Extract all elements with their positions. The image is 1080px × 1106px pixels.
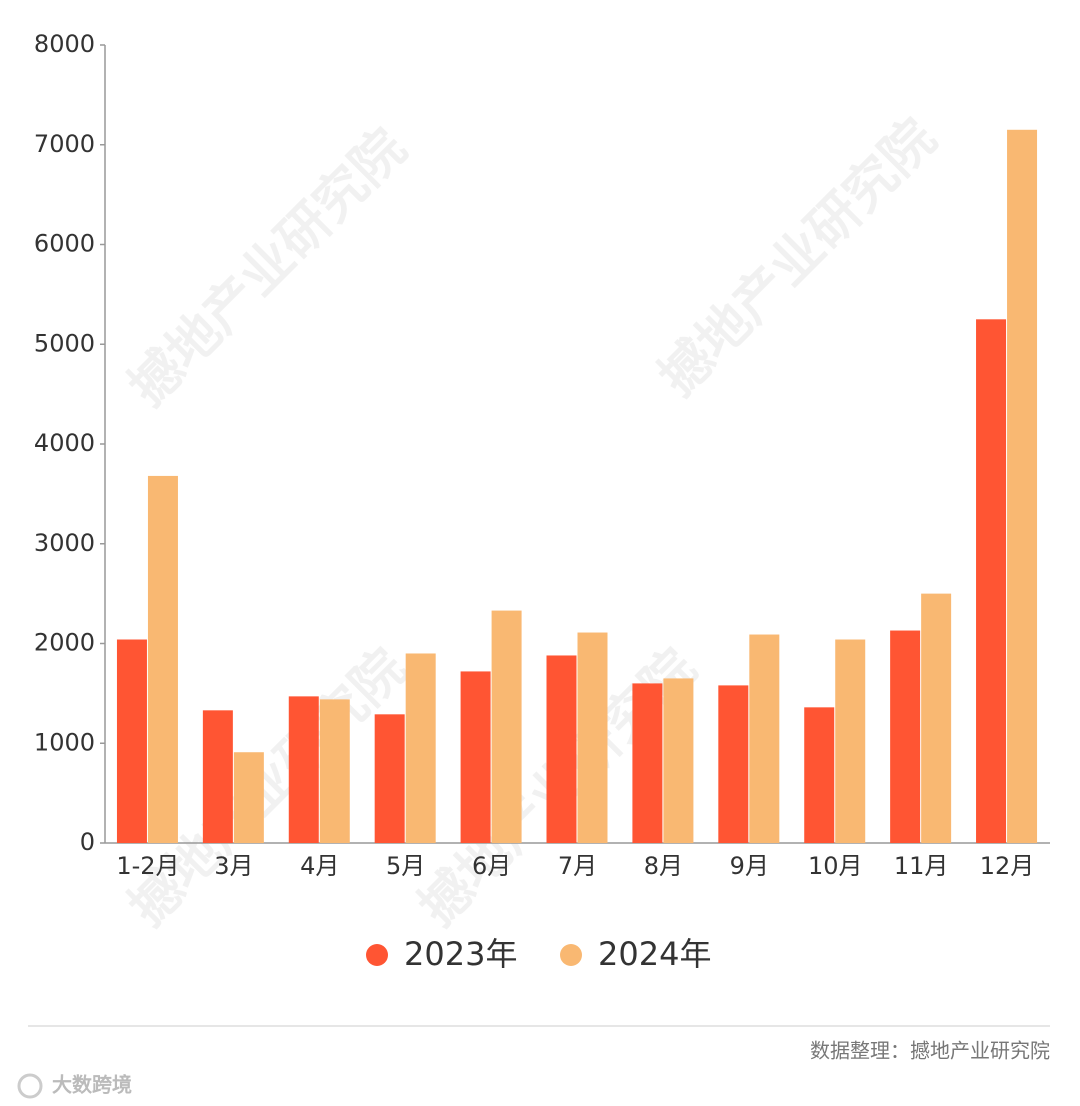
y-tick-label: 0 [80,828,95,856]
bar [319,699,350,843]
y-tick-label: 4000 [34,429,95,457]
source: 数据整理：撼地产业研究院 [810,1039,1050,1063]
y-tick-label: 6000 [34,230,95,258]
x-tick-label: 12月 [980,852,1035,880]
logo: 大数跨境 [52,1073,132,1097]
x-tick-label: 1-2月 [116,852,179,880]
bar [1007,129,1038,844]
bar [374,714,405,843]
y-tick-label: 8000 [34,30,95,58]
x-tick-label: 8月 [644,852,683,880]
bar [749,634,780,843]
bar [147,475,178,843]
x-tick-label: 4月 [300,852,339,880]
y-tick-label: 3000 [34,529,95,557]
bar [921,593,952,843]
logo-icon [17,1073,43,1099]
x-tick-label: 9月 [730,852,769,880]
bar [202,710,233,843]
bar [835,639,866,843]
bar [804,707,835,843]
bar [288,696,319,843]
bar [405,653,436,843]
bar [460,671,491,843]
bar [890,630,921,843]
y-tick-label: 2000 [34,629,95,657]
bar [632,683,663,843]
bar [491,610,522,843]
x-tick-label: 7月 [558,852,597,880]
x-tick-label: 11月 [894,852,949,880]
x-tick-label: 6月 [472,852,511,880]
x-tick-label: 5月 [386,852,425,880]
legend-label: 2023年 [404,935,517,973]
y-tick-label: 1000 [34,728,95,756]
bar [663,678,694,843]
bar [718,685,749,843]
bar [116,639,147,843]
legend-label: 2024年 [598,935,711,973]
bar [577,632,608,843]
x-tick-label: 3月 [214,852,253,880]
bar [976,319,1007,843]
legend-marker [366,944,388,966]
x-tick-label: 10月 [808,852,863,880]
y-tick-label: 5000 [34,329,95,357]
bar [546,655,577,843]
y-tick-label: 7000 [34,130,95,158]
bar [233,752,264,843]
legend-marker [560,944,582,966]
